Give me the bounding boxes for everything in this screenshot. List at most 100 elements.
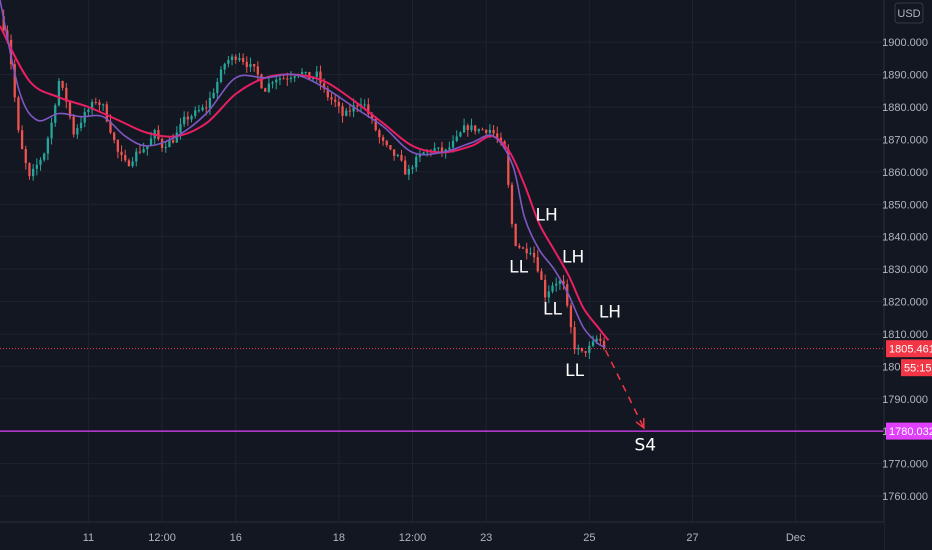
candle-body <box>319 71 322 84</box>
candle-body <box>230 56 234 61</box>
candle-body <box>437 147 440 149</box>
candle-body <box>459 132 462 137</box>
candle-body <box>462 125 466 133</box>
projection-arrow[interactable] <box>604 349 645 430</box>
candle-body <box>17 97 20 131</box>
candle-body <box>540 271 543 280</box>
candle-body <box>289 77 293 80</box>
candle-body <box>275 79 278 83</box>
candle-body <box>507 148 510 185</box>
candle-body <box>470 125 473 131</box>
candle-body <box>164 147 167 149</box>
candle-body <box>186 116 189 120</box>
candle-body <box>521 247 525 249</box>
candle-body <box>433 148 436 153</box>
candle-body <box>149 138 153 146</box>
candle-body <box>120 151 123 156</box>
time-tick-label: 25 <box>583 532 595 544</box>
candle-body <box>577 347 580 350</box>
candle-body <box>481 129 484 131</box>
current-price-tag: 1805.461 <box>886 340 932 358</box>
currency-badge[interactable]: USD <box>894 2 924 24</box>
candle-body <box>573 327 576 350</box>
candle-body <box>9 39 13 65</box>
time-tick-label: 12:00 <box>148 532 176 544</box>
candle-body <box>267 83 271 92</box>
candle-body <box>345 110 348 116</box>
candle-body <box>330 97 333 100</box>
time-tick-label: 12:00 <box>399 532 427 544</box>
price-tick-label: 1880.000 <box>882 102 928 114</box>
candle-body <box>98 102 101 105</box>
candle-body <box>282 78 285 80</box>
candle-body <box>555 283 558 286</box>
candle-body <box>510 184 514 224</box>
candle-body <box>488 129 492 133</box>
price-tick-label: 1850.000 <box>882 199 928 211</box>
candle-body <box>201 107 204 111</box>
grid-lines <box>0 0 884 522</box>
time-tick-label: 27 <box>686 532 698 544</box>
candle-body <box>396 154 399 156</box>
candle-body <box>105 104 108 122</box>
candle-body <box>588 345 591 353</box>
candle-body <box>602 340 606 349</box>
target-price-label: 1780.032 <box>889 426 932 438</box>
annotation-label: LL <box>565 361 584 381</box>
price-tick-label: 1790.000 <box>882 394 928 406</box>
price-tick-label: 1840.000 <box>882 232 928 244</box>
price-tick-label: 1810.000 <box>882 329 928 341</box>
time-tick-label: Dec <box>786 532 806 544</box>
candle-body <box>113 132 116 141</box>
candle-body <box>190 116 193 120</box>
candle-body <box>223 63 226 70</box>
candle-body <box>315 71 318 77</box>
projection-line <box>604 349 645 429</box>
target-price-tag: 1780.032 <box>886 422 932 440</box>
candle-body <box>404 160 407 175</box>
candle-body <box>271 82 274 84</box>
candle-body <box>76 128 79 135</box>
candle-body <box>32 168 35 177</box>
time-tick-label: 23 <box>480 532 492 544</box>
candle-body <box>264 88 267 92</box>
candle-body <box>286 78 289 80</box>
time-tick-label: 16 <box>230 532 242 544</box>
candle-body <box>370 113 374 119</box>
candle-body <box>352 105 355 112</box>
annotation-label: S4 <box>635 436 657 456</box>
candle-body <box>422 152 425 155</box>
annotation-label: LH <box>562 248 584 268</box>
candle-body <box>245 61 248 68</box>
price-tick-label: 1760.000 <box>882 491 928 503</box>
time-axis-background <box>0 522 884 550</box>
countdown-label: 55:15 <box>904 363 932 375</box>
ema-slow-line <box>0 25 610 342</box>
candle-body <box>591 341 595 346</box>
candle-body <box>326 88 329 98</box>
candle-body <box>499 137 503 142</box>
candle-body <box>46 138 50 154</box>
candle-body <box>253 64 256 67</box>
candle-body <box>411 167 414 169</box>
ema-fast-line <box>0 0 606 348</box>
candle-body <box>179 124 182 133</box>
candle-body <box>238 58 241 60</box>
candle-body <box>595 338 598 342</box>
candle-body <box>334 99 337 102</box>
candle-body <box>94 102 97 104</box>
candle-body <box>131 161 134 167</box>
candle-body <box>138 151 142 153</box>
candle-body <box>466 125 469 131</box>
candle-body <box>532 252 536 258</box>
price-tick-label: 1830.000 <box>882 264 928 276</box>
candle-body <box>35 164 38 169</box>
candle-body <box>142 149 145 153</box>
candle-body <box>477 129 480 132</box>
candle-body <box>61 80 64 88</box>
candle-body <box>518 245 521 248</box>
candle-body <box>381 137 385 141</box>
price-tick-label: 1860.000 <box>882 167 928 179</box>
